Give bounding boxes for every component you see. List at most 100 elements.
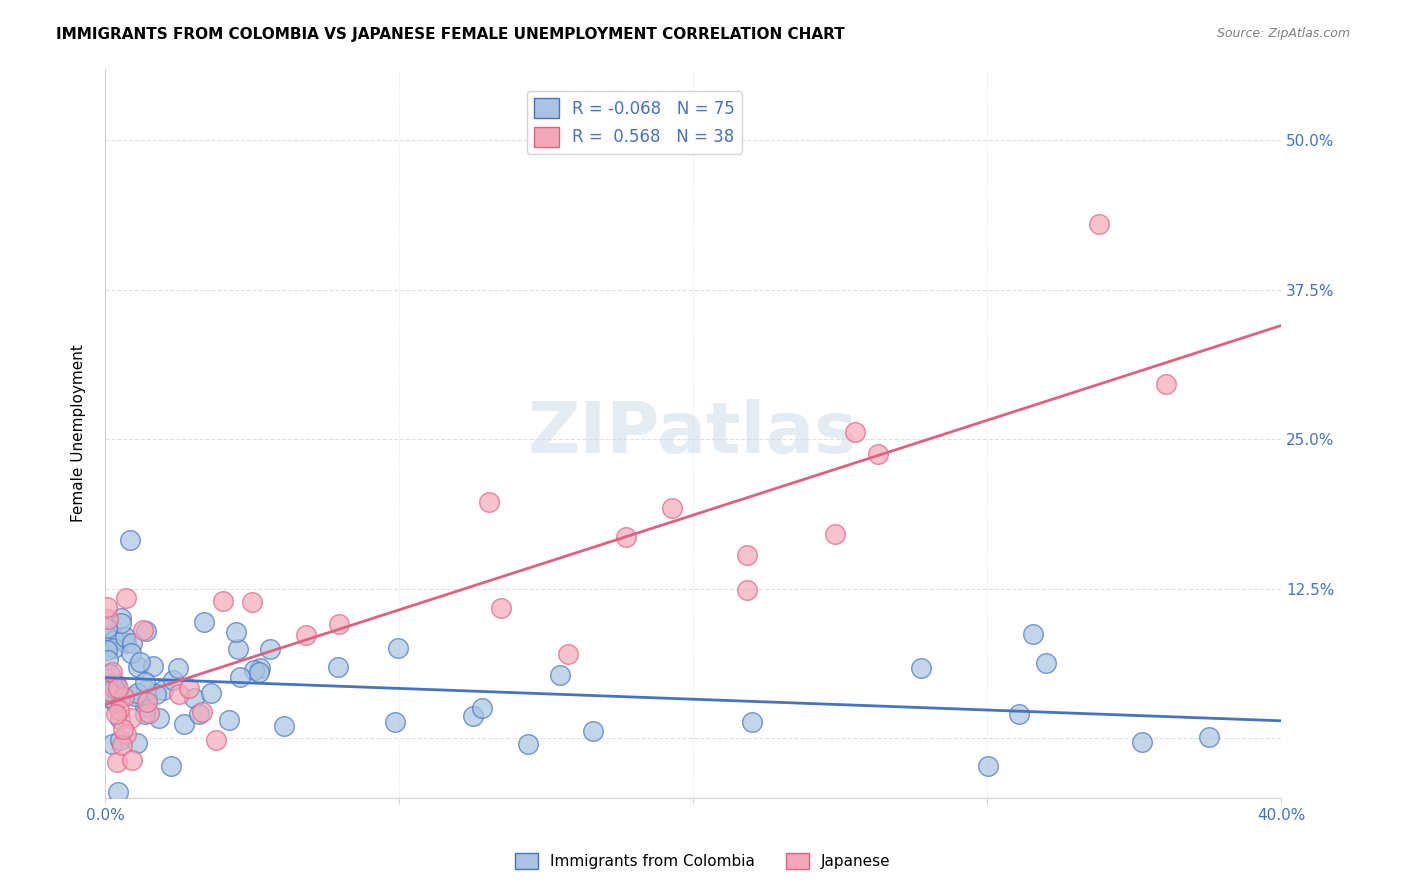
Point [145, 687, 167, 701]
Point [127, 686, 149, 700]
Legend: R = -0.068   N = 75, R =  0.568   N = 38: R = -0.068 N = 75, R = 0.568 N = 38 [527, 92, 741, 153]
Point [134, 700, 156, 714]
Point [103, 681, 125, 695]
Point [471, 701, 494, 715]
Point [1088, 217, 1111, 231]
Point [105, 755, 128, 769]
Point [107, 681, 129, 695]
Point [868, 447, 890, 461]
Point [169, 687, 191, 701]
Point [107, 785, 129, 799]
Point [167, 661, 190, 675]
Point [115, 727, 138, 741]
Point [661, 501, 683, 516]
Point [120, 711, 142, 725]
Point [177, 681, 200, 695]
Point [96, 600, 118, 615]
Point [1021, 627, 1043, 641]
Point [97, 681, 120, 696]
Point [229, 669, 252, 683]
Point [100, 684, 122, 698]
Point [142, 659, 165, 673]
Legend: Immigrants from Colombia, Japanese: Immigrants from Colombia, Japanese [509, 847, 897, 875]
Point [173, 717, 195, 731]
Point [1008, 706, 1031, 721]
Point [96, 639, 118, 653]
Point [128, 655, 150, 669]
Point [489, 601, 512, 615]
Point [1198, 731, 1220, 745]
Point [104, 707, 127, 722]
Point [741, 715, 763, 730]
Point [101, 665, 124, 679]
Point [461, 709, 484, 723]
Point [110, 616, 132, 631]
Point [103, 691, 125, 706]
Text: ZIPatlas: ZIPatlas [529, 399, 858, 467]
Point [135, 624, 157, 639]
Point [118, 533, 141, 547]
Point [103, 640, 125, 655]
Point [127, 659, 149, 673]
Point [517, 737, 540, 751]
Point [135, 690, 157, 705]
Point [148, 711, 170, 725]
Point [910, 661, 932, 675]
Point [478, 495, 501, 509]
Point [295, 627, 318, 641]
Point [110, 733, 132, 747]
Point [212, 594, 235, 608]
Point [328, 616, 350, 631]
Point [111, 739, 134, 753]
Point [1035, 656, 1057, 670]
Point [384, 715, 406, 730]
Point [125, 736, 148, 750]
Point [121, 636, 143, 650]
Point [242, 663, 264, 677]
Point [218, 714, 240, 728]
Point [1154, 376, 1177, 391]
Y-axis label: Female Unemployment: Female Unemployment [72, 344, 86, 522]
Point [162, 673, 184, 687]
Point [104, 677, 127, 691]
Point [96, 642, 118, 657]
Point [114, 636, 136, 650]
Point [108, 703, 131, 717]
Text: Source: ZipAtlas.com: Source: ZipAtlas.com [1216, 27, 1350, 40]
Point [114, 630, 136, 644]
Point [135, 682, 157, 697]
Point [121, 753, 143, 767]
Point [110, 690, 132, 705]
Point [205, 733, 228, 747]
Point [1130, 734, 1153, 748]
Point [247, 665, 270, 679]
Point [240, 595, 263, 609]
Point [115, 591, 138, 606]
Point [97, 653, 120, 667]
Point [135, 695, 157, 709]
Point [977, 759, 1000, 773]
Point [824, 527, 846, 541]
Point [134, 706, 156, 721]
Point [249, 661, 271, 675]
Point [97, 612, 120, 626]
Point [259, 641, 281, 656]
Point [193, 615, 215, 629]
Point [124, 690, 146, 704]
Point [735, 548, 758, 562]
Point [101, 737, 124, 751]
Point [159, 758, 181, 772]
Point [108, 712, 131, 726]
Point [112, 690, 135, 704]
Point [103, 633, 125, 648]
Point [152, 682, 174, 697]
Point [97, 683, 120, 698]
Point [134, 674, 156, 689]
Point [100, 676, 122, 690]
Point [104, 696, 127, 710]
Point [132, 623, 155, 637]
Point [98, 666, 121, 681]
Point [387, 641, 409, 656]
Point [138, 706, 160, 721]
Point [225, 625, 247, 640]
